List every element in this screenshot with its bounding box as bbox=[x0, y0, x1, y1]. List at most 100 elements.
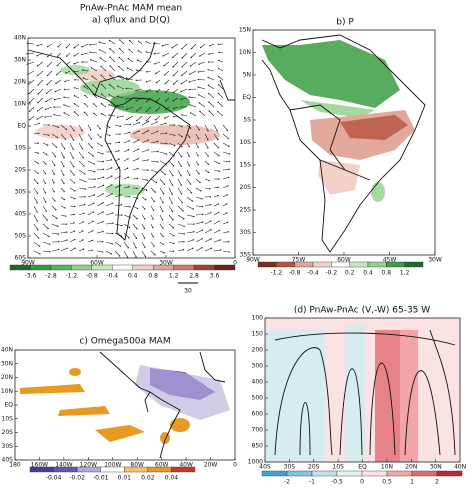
vector-head bbox=[226, 129, 229, 132]
vector bbox=[218, 102, 224, 108]
vector bbox=[42, 205, 47, 212]
vector bbox=[213, 151, 220, 156]
vector-head bbox=[100, 83, 103, 86]
vector-head bbox=[180, 155, 183, 158]
y-tick-label: 40N bbox=[14, 35, 26, 42]
vector bbox=[150, 178, 157, 183]
vector-head bbox=[137, 148, 139, 150]
vector-head bbox=[154, 63, 156, 65]
vector-head bbox=[37, 142, 39, 144]
vector-head bbox=[164, 173, 166, 176]
vector bbox=[126, 97, 134, 100]
vector bbox=[177, 169, 182, 176]
vector-head bbox=[199, 46, 202, 49]
vector-head bbox=[144, 199, 147, 201]
vector-head bbox=[28, 110, 31, 113]
vector-head bbox=[128, 48, 130, 51]
vector-head bbox=[147, 139, 149, 141]
vector-head bbox=[36, 65, 39, 67]
y-tick-label: 40N bbox=[1, 347, 13, 354]
vector bbox=[173, 79, 179, 85]
colorbar-label: -1 bbox=[309, 479, 315, 486]
vector bbox=[168, 223, 174, 229]
vector-head bbox=[154, 119, 157, 121]
vector-head bbox=[28, 101, 31, 104]
y-tick-label: 35S bbox=[240, 252, 252, 259]
vector bbox=[199, 52, 206, 57]
vector bbox=[109, 114, 116, 117]
vector bbox=[204, 124, 209, 131]
vector-head bbox=[197, 78, 199, 81]
x-tick-label: 80W bbox=[130, 462, 144, 469]
vector-head bbox=[156, 130, 159, 133]
vector-head bbox=[137, 50, 140, 52]
vector-head bbox=[171, 210, 174, 213]
vector-head bbox=[172, 227, 175, 229]
vector-head bbox=[63, 157, 65, 159]
vector bbox=[45, 97, 53, 102]
vector bbox=[186, 187, 192, 193]
vector bbox=[33, 241, 40, 247]
vector bbox=[146, 79, 152, 83]
vector-head bbox=[183, 225, 185, 228]
vector-head bbox=[45, 163, 47, 165]
vector-head bbox=[144, 255, 147, 258]
vector-head bbox=[143, 237, 146, 239]
vector-head bbox=[155, 81, 158, 84]
vector bbox=[78, 142, 83, 150]
vector bbox=[213, 133, 219, 140]
vector bbox=[101, 113, 107, 117]
vector bbox=[195, 221, 203, 225]
colorbar-swatch bbox=[386, 261, 405, 268]
vector-head bbox=[207, 76, 209, 79]
vector bbox=[90, 43, 98, 45]
vector bbox=[51, 205, 57, 210]
vector-head bbox=[189, 136, 191, 138]
vector bbox=[177, 142, 183, 147]
vector-head bbox=[164, 83, 166, 85]
vector-head bbox=[90, 59, 92, 61]
vector bbox=[42, 160, 47, 165]
vector bbox=[186, 205, 194, 210]
vector-head bbox=[154, 254, 156, 256]
vector-head bbox=[118, 65, 120, 68]
vector-head bbox=[93, 112, 95, 115]
vector-head bbox=[65, 72, 67, 74]
vector-head bbox=[48, 235, 50, 238]
y-tick-label: 40S bbox=[2, 457, 14, 464]
vector-head bbox=[119, 184, 122, 187]
panel-title: b) P bbox=[336, 18, 354, 28]
vector bbox=[60, 133, 66, 140]
vector bbox=[156, 79, 161, 83]
vector-head bbox=[201, 198, 203, 200]
vector bbox=[159, 169, 166, 175]
vector-head bbox=[183, 218, 185, 220]
vector-head bbox=[127, 57, 130, 60]
vector bbox=[69, 133, 74, 141]
colorbar-label: 2 bbox=[435, 479, 439, 486]
vector-head bbox=[92, 220, 94, 222]
vector bbox=[74, 95, 80, 99]
vector-head bbox=[228, 160, 231, 163]
vector-head bbox=[161, 219, 164, 221]
vector-head bbox=[136, 187, 138, 190]
vector-head bbox=[100, 112, 103, 115]
vector bbox=[168, 142, 175, 146]
vector bbox=[74, 61, 80, 65]
vector-head bbox=[66, 231, 68, 233]
vector bbox=[74, 87, 80, 90]
vector-head bbox=[37, 237, 40, 239]
vector-head bbox=[73, 182, 76, 184]
vector-head bbox=[164, 117, 166, 119]
vector bbox=[123, 158, 129, 162]
colorbar-label: -0.8 bbox=[86, 273, 98, 280]
vector bbox=[165, 88, 170, 93]
vector-head bbox=[217, 84, 220, 86]
colorbar-label: 1.2 bbox=[169, 273, 179, 280]
vector bbox=[87, 186, 95, 189]
vector bbox=[37, 97, 44, 103]
vector-head bbox=[72, 157, 74, 159]
vector bbox=[55, 88, 62, 92]
vector bbox=[69, 142, 74, 150]
vector-head bbox=[218, 162, 220, 165]
